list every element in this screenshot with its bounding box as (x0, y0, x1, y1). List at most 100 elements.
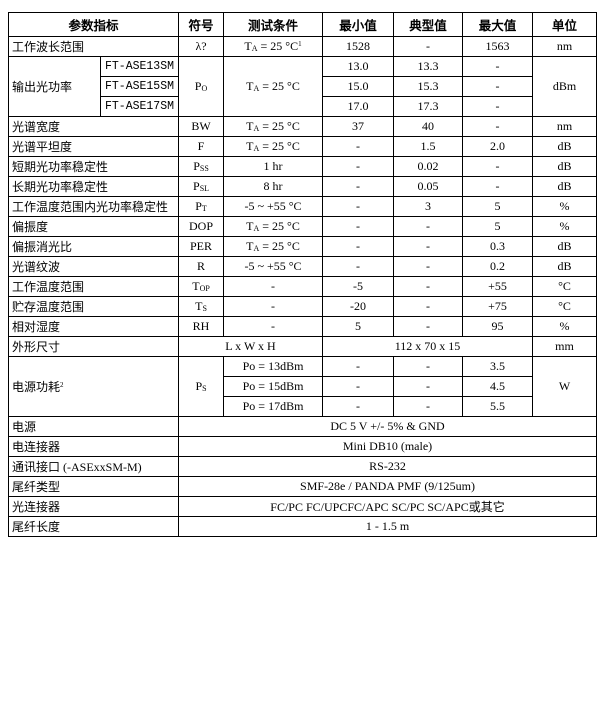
table-row: 长期光功率稳定性 PSL 8 hr -0.05- dB (7, 176, 598, 197)
value-cell: SMF-28e / PANDA PMF (9/125um) (178, 476, 598, 497)
cond-cell: 1 hr (223, 156, 324, 177)
unit-cell: dB (532, 136, 598, 157)
symbol-sub: SL (199, 184, 210, 193)
table-row: 贮存温度范围 TS - -20- +75 °C (7, 296, 598, 317)
symbol-text: DOP (189, 219, 214, 233)
min-cell: 5 (322, 316, 395, 337)
typ-cell: 17.3 (393, 96, 464, 117)
symbol-cell: PO (178, 56, 225, 117)
symbol-text: PER (190, 239, 213, 253)
param-cell: 光谱纹波 (7, 256, 180, 277)
cond-post: = 25 °C (259, 239, 300, 253)
unit-cell: dB (532, 156, 598, 177)
cond-sub: A (251, 44, 258, 53)
spec-table: 参数指标 符号 测试条件 最小值 典型值 最大值 单位 工作波长范围 λ? TA… (7, 12, 598, 537)
table-row: 尾纤长度 1 - 1.5 m (7, 516, 598, 537)
symbol-cell: DOP (178, 216, 225, 237)
symbol-sub: T (201, 204, 207, 213)
param-cell: 相对湿度 (7, 316, 180, 337)
cond-post: = 25 °C (259, 219, 300, 233)
typ-cell: 1.5 (393, 136, 464, 157)
table-row: 偏振消光比 PER TA = 25 °C - -0.3 dB (7, 236, 598, 257)
table-row: 光谱宽度 BW TA = 25 °C 37 40- nm (7, 116, 598, 137)
cond-cell: Po = 15dBm (223, 376, 324, 397)
max-cell: - (462, 76, 534, 97)
typ-cell: 0.02 (393, 156, 464, 177)
symbol-text: RH (192, 319, 210, 333)
unit-cell: W (532, 356, 598, 417)
max-cell: 5 (462, 216, 534, 237)
param-cell: 电源 (7, 416, 180, 437)
min-cell: - (322, 256, 395, 277)
value-cell: RS-232 (178, 456, 598, 477)
max-cell: 4.5 (462, 376, 534, 397)
cond-cell: - (223, 276, 324, 297)
table-row: 尾纤类型 SMF-28e / PANDA PMF (9/125um) (7, 476, 598, 497)
param-cell: 尾纤类型 (7, 476, 180, 497)
param-text: 电源功耗 (12, 380, 61, 394)
table-row: 光谱平坦度 F TA = 25 °C -1.5 2.0 dB (7, 136, 598, 157)
cond-post: = 25 °C (259, 139, 300, 153)
table-row: 相对湿度 RH -5-95% (7, 316, 598, 337)
cond-cell: -5 ~ +55 °C (223, 256, 324, 277)
table-row: Po = 17dBm - - 5.5 (9, 396, 597, 417)
typ-cell: 15.3 (393, 76, 464, 97)
footnote-mark: 2 (60, 381, 64, 389)
cond-cell: - (223, 296, 324, 317)
table-row: 光谱纹波 R -5 ~ +55 °C - -0.2 dB (7, 256, 598, 277)
min-cell: - (322, 216, 395, 237)
symbol-cell: TS (178, 296, 225, 317)
param-cell: 偏振度 (7, 216, 180, 237)
symbol-sub: OP (199, 284, 210, 293)
typ-cell: 40 (393, 116, 464, 137)
symbol-cell: L x W x H (178, 336, 324, 357)
max-cell: +75 (462, 296, 534, 317)
typ-cell: - (393, 236, 464, 257)
cond-cell: 8 hr (223, 176, 324, 197)
symbol-cell: PER (178, 236, 225, 257)
max-cell: - (462, 156, 534, 177)
param-cell: 工作温度范围 (7, 276, 180, 297)
param-cell: 光谱宽度 (7, 116, 180, 137)
cond-text: -5 ~ +55 °C (244, 259, 302, 273)
table-row: FT-ASE17SM 17.0 17.3 - (9, 96, 597, 117)
model-cell: FT-ASE17SM (99, 96, 180, 117)
symbol-text: P (195, 199, 202, 213)
cond-cell: TA = 25 °C (223, 116, 324, 137)
typ-cell: - (393, 356, 464, 377)
unit-cell: dBm (532, 56, 598, 117)
max-cell: 2.0 (462, 136, 534, 157)
cond-cell: Po = 13dBm (223, 356, 324, 377)
symbol-cell: λ? (178, 36, 225, 57)
symbol-cell: PS (178, 356, 225, 417)
symbol-cell: PSL (178, 176, 225, 197)
max-cell: 5 (462, 196, 534, 217)
cond-cell: TA = 25 °C (223, 216, 324, 237)
max-cell: - (462, 96, 534, 117)
param-cell: 长期光功率稳定性 (7, 176, 180, 197)
cond-cell: TA = 25 °C1 (223, 36, 324, 57)
symbol-text: P (193, 159, 200, 173)
symbol-cell: BW (178, 116, 225, 137)
typ-cell: 3 (393, 196, 464, 217)
symbol-sub: S (202, 304, 207, 313)
min-cell: - (322, 396, 395, 417)
typ-cell: - (393, 316, 464, 337)
unit-cell: °C (532, 296, 598, 317)
header-unit: 单位 (532, 12, 598, 37)
model-cell: FT-ASE13SM (99, 56, 180, 77)
table-row: 工作波长范围 λ? TA = 25 °C1 1528 - 1563 nm (7, 36, 598, 57)
max-cell: 0.3 (462, 236, 534, 257)
min-cell: - (322, 136, 395, 157)
value-cell: Mini DB10 (male) (178, 436, 598, 457)
cond-cell: -5 ~ +55 °C (223, 196, 324, 217)
min-cell: - (322, 356, 395, 377)
symbol-text: P (194, 79, 202, 93)
unit-cell: nm (532, 36, 598, 57)
table-row: 电连接器 Mini DB10 (male) (7, 436, 598, 457)
symbol-cell: R (178, 256, 225, 277)
min-cell: - (322, 196, 395, 217)
unit-cell: % (532, 216, 598, 237)
typ-cell: - (393, 276, 464, 297)
param-cell: 电源功耗2 (7, 356, 180, 417)
